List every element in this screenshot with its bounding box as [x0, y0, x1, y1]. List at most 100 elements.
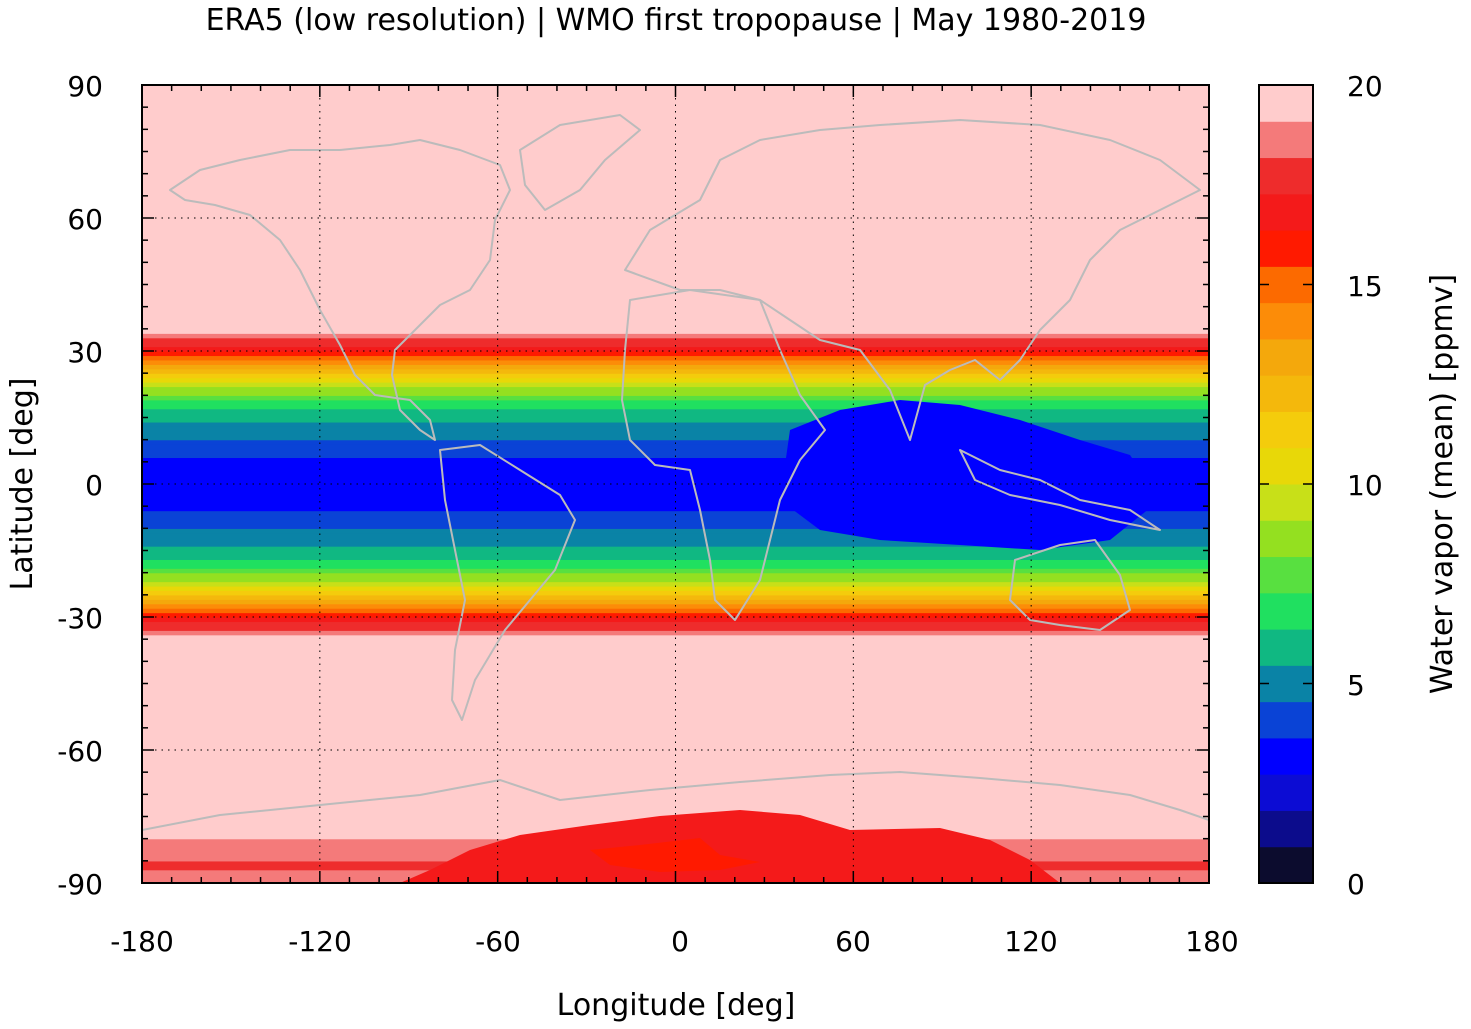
- colorbar-swatch: [1259, 484, 1313, 521]
- heatmap-cell: [142, 781, 1209, 787]
- heatmap-cell: [142, 794, 1209, 800]
- heatmap-cell: [142, 209, 1209, 215]
- heatmap-cell: [142, 249, 1209, 255]
- heatmap-cell: [142, 594, 1209, 600]
- heatmap-cell: [142, 399, 1209, 405]
- heatmap-cell: [142, 240, 1209, 246]
- x-tick-label: 120: [1004, 925, 1057, 958]
- heatmap-cell: [142, 417, 1209, 423]
- heatmap-cell: [142, 448, 1209, 454]
- coastlines: [142, 114, 1209, 831]
- heatmap-cell: [142, 191, 1209, 197]
- heatmap-cell: [142, 169, 1209, 175]
- heatmap-cell: [142, 670, 1209, 676]
- heatmap-cell: [142, 160, 1209, 166]
- heatmap-cell: [142, 435, 1209, 441]
- heatmap-cell: [142, 133, 1209, 139]
- heatmap-cell: [142, 501, 1209, 507]
- colorbar-swatch: [1259, 230, 1313, 267]
- heatmap-cell: [142, 452, 1209, 458]
- heatmap-cell: [142, 404, 1209, 410]
- heatmap-cell: [142, 732, 1209, 738]
- heatmap-cell: [142, 656, 1209, 662]
- y-tick-label: -30: [57, 602, 103, 635]
- heatmap-cell: [142, 475, 1209, 481]
- heatmap-cell: [142, 692, 1209, 698]
- heatmap-cell: [142, 617, 1209, 623]
- y-tick-label: -60: [57, 735, 103, 768]
- heatmap-cell: [142, 426, 1209, 432]
- heatmap-cell: [142, 244, 1209, 250]
- heatmap-cell: [142, 178, 1209, 184]
- colorbar-tick-label: 15: [1347, 270, 1383, 303]
- heatmap-cell: [142, 528, 1209, 534]
- heatmap-cell: [142, 710, 1209, 716]
- heatmap-cell: [142, 750, 1209, 756]
- y-tick-label: -90: [57, 868, 103, 901]
- colorbar-tick-label: 5: [1347, 669, 1365, 702]
- heatmap-cell: [142, 98, 1209, 104]
- heatmap-cell: [142, 741, 1209, 747]
- heatmap-cell: [142, 625, 1209, 631]
- heatmap-cell: [142, 484, 1209, 490]
- heatmap-cell: [142, 337, 1209, 343]
- heatmap-cell: [142, 333, 1209, 339]
- colorbar-swatch: [1259, 520, 1313, 558]
- heatmap-cell: [142, 705, 1209, 711]
- heatmap-cell: [142, 306, 1209, 312]
- colorbar-swatch: [1259, 737, 1313, 775]
- heatmap-cell: [142, 461, 1209, 467]
- heatmap-cell: [142, 359, 1209, 365]
- colorbar-swatch: [1259, 846, 1313, 884]
- heatmap-cell: [142, 537, 1209, 543]
- colorbar-swatch: [1259, 85, 1313, 122]
- heatmap-cell: [142, 608, 1209, 614]
- coastline-maritime-continent: [959, 449, 1161, 531]
- colorbar-swatch: [1259, 193, 1313, 231]
- heatmap-cell: [142, 807, 1209, 813]
- colorbar-swatch: [1259, 338, 1313, 376]
- x-tick-label: 0: [671, 925, 689, 958]
- heatmap-cell: [142, 155, 1209, 161]
- heatmap-cell: [142, 634, 1209, 640]
- heatmap-cell: [142, 328, 1209, 334]
- heatmap-cell-warm-pool: [780, 400, 1160, 550]
- coastline-greenland: [519, 114, 641, 211]
- coastline-australia: [1009, 539, 1131, 631]
- heatmap-cell: [142, 386, 1209, 392]
- heatmap-cell: [142, 390, 1209, 396]
- heatmap-cell: [142, 546, 1209, 552]
- heatmap-cell: [142, 510, 1209, 516]
- heatmap-cell: [142, 315, 1209, 321]
- heatmap-cell: [142, 541, 1209, 547]
- colorbar-swatch: [1259, 556, 1313, 594]
- heatmap-cell: [142, 554, 1209, 560]
- coastline-north-america: [169, 139, 511, 441]
- colorbar-swatch: [1259, 629, 1313, 666]
- y-axis-label: Latitude [deg]: [5, 378, 40, 591]
- colorbar-swatch: [1259, 302, 1313, 340]
- heatmap-cell: [142, 120, 1209, 126]
- heatmap-cell: [142, 351, 1209, 357]
- chart-title: ERA5 (low resolution) | WMO first tropop…: [206, 3, 1147, 38]
- heatmap-cell: [142, 413, 1209, 419]
- heatmap-cell: [142, 280, 1209, 286]
- heatmap-cell: [142, 488, 1209, 494]
- heatmap-cell: [142, 789, 1209, 795]
- x-tick-label: -120: [288, 925, 352, 958]
- heatmap-cell: [142, 111, 1209, 117]
- y-tick-label: 30: [67, 336, 103, 369]
- heatmap-cell: [142, 275, 1209, 281]
- heatmap-cell: [142, 222, 1209, 228]
- heatmap-cell: [142, 377, 1209, 383]
- heatmap-cell: [142, 151, 1209, 157]
- heatmap-cell: [142, 767, 1209, 773]
- x-axis-label: Longitude [deg]: [557, 988, 796, 1023]
- heatmap-cell: [142, 342, 1209, 348]
- colorbar-swatch: [1259, 375, 1313, 412]
- heatmap-cell-antarctica-core: [590, 838, 760, 872]
- heatmap-cell: [142, 364, 1209, 370]
- heatmap-cell: [142, 253, 1209, 259]
- heatmap-cell: [142, 204, 1209, 210]
